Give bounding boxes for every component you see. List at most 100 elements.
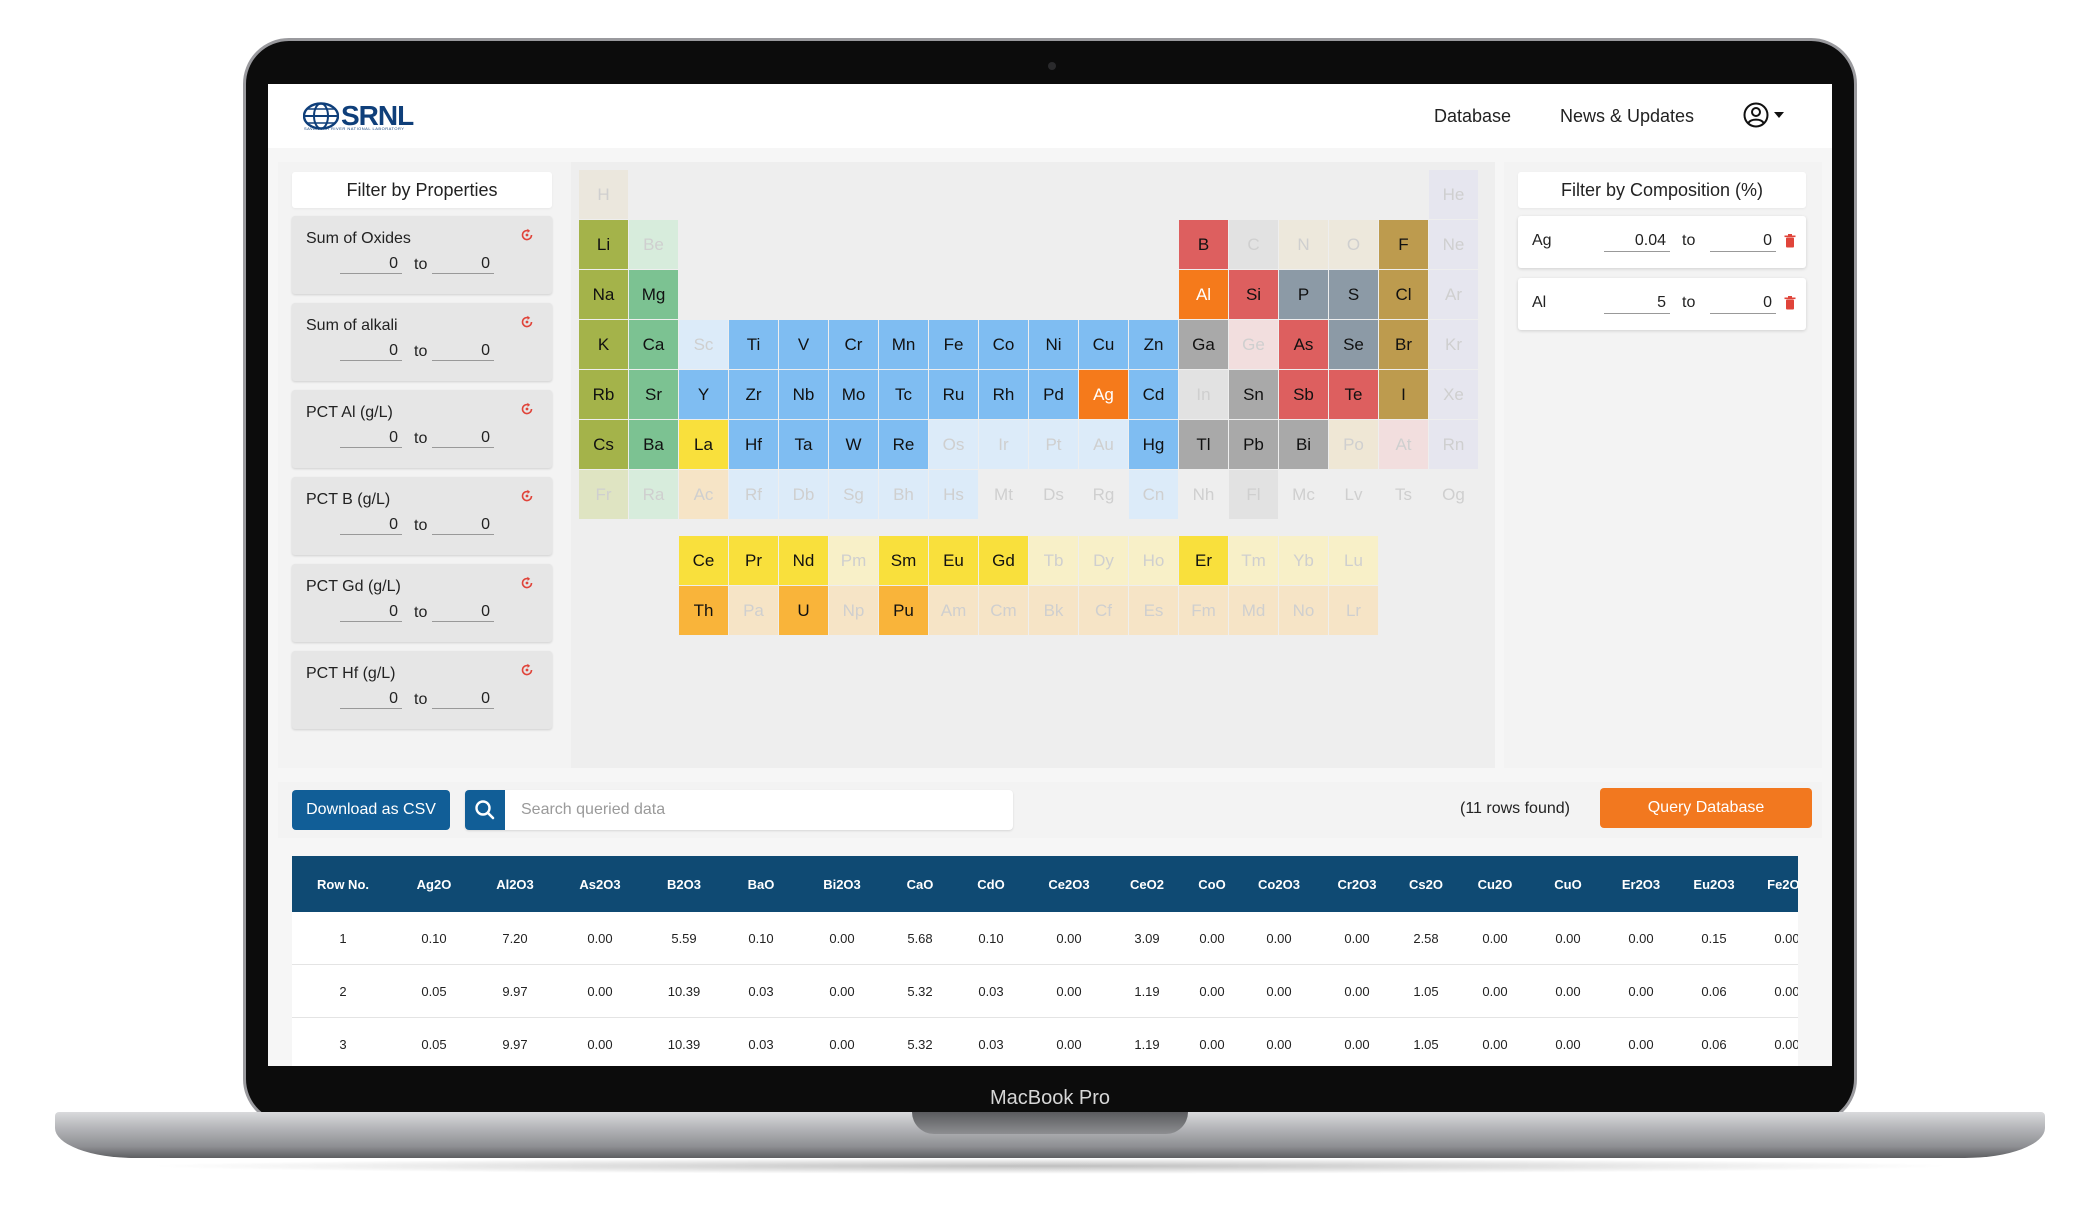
element-u[interactable]: U — [779, 586, 828, 635]
element-b[interactable]: B — [1179, 220, 1228, 269]
element-in[interactable]: In — [1179, 370, 1228, 419]
element-ts[interactable]: Ts — [1379, 470, 1428, 519]
element-au[interactable]: Au — [1079, 420, 1128, 469]
element-hs[interactable]: Hs — [929, 470, 978, 519]
element-lr[interactable]: Lr — [1329, 586, 1378, 635]
reset-icon[interactable] — [520, 402, 534, 416]
element-co[interactable]: Co — [979, 320, 1028, 369]
element-dy[interactable]: Dy — [1079, 536, 1128, 585]
element-lu[interactable]: Lu — [1329, 536, 1378, 585]
table-row[interactable]: 3 0.05 9.97 0.00 10.39 0.03 0.00 5.32 0.03 0.00 1.… — [292, 1017, 1798, 1066]
element-be[interactable]: Be — [629, 220, 678, 269]
element-bi[interactable]: Bi — [1279, 420, 1328, 469]
element-pd[interactable]: Pd — [1029, 370, 1078, 419]
delete-icon[interactable] — [1784, 234, 1796, 248]
element-y[interactable]: Y — [679, 370, 728, 419]
element-sc[interactable]: Sc — [679, 320, 728, 369]
element-xe[interactable]: Xe — [1429, 370, 1478, 419]
element-tc[interactable]: Tc — [879, 370, 928, 419]
property-min-input[interactable]: 0 — [340, 602, 402, 622]
element-he[interactable]: He — [1429, 170, 1478, 219]
element-te[interactable]: Te — [1329, 370, 1378, 419]
element-fr[interactable]: Fr — [579, 470, 628, 519]
element-ti[interactable]: Ti — [729, 320, 778, 369]
reset-icon[interactable] — [520, 576, 534, 590]
element-na[interactable]: Na — [579, 270, 628, 319]
element-tm[interactable]: Tm — [1229, 536, 1278, 585]
element-ba[interactable]: Ba — [629, 420, 678, 469]
column-header[interactable]: B2O3 — [644, 856, 724, 912]
element-rb[interactable]: Rb — [579, 370, 628, 419]
element-pa[interactable]: Pa — [729, 586, 778, 635]
element-mn[interactable]: Mn — [879, 320, 928, 369]
element-li[interactable]: Li — [579, 220, 628, 269]
reset-icon[interactable] — [520, 663, 534, 677]
element-rn[interactable]: Rn — [1429, 420, 1478, 469]
element-k[interactable]: K — [579, 320, 628, 369]
column-header[interactable]: Cu2O — [1456, 856, 1534, 912]
element-ni[interactable]: Ni — [1029, 320, 1078, 369]
element-sg[interactable]: Sg — [829, 470, 878, 519]
composition-max-input[interactable]: 0 — [1710, 292, 1776, 314]
property-min-input[interactable]: 0 — [340, 428, 402, 448]
element-mc[interactable]: Mc — [1279, 470, 1328, 519]
element-pm[interactable]: Pm — [829, 536, 878, 585]
column-header[interactable]: CeO2 — [1110, 856, 1184, 912]
element-zr[interactable]: Zr — [729, 370, 778, 419]
element-fl[interactable]: Fl — [1229, 470, 1278, 519]
element-cm[interactable]: Cm — [979, 586, 1028, 635]
element-no[interactable]: No — [1279, 586, 1328, 635]
element-ta[interactable]: Ta — [779, 420, 828, 469]
element-nb[interactable]: Nb — [779, 370, 828, 419]
element-fe[interactable]: Fe — [929, 320, 978, 369]
column-header[interactable]: Bi2O3 — [798, 856, 886, 912]
download-csv-button[interactable]: Download as CSV — [292, 790, 450, 830]
property-max-input[interactable]: 0 — [432, 689, 494, 709]
element-es[interactable]: Es — [1129, 586, 1178, 635]
element-os[interactable]: Os — [929, 420, 978, 469]
search-input[interactable]: Search queried data — [521, 801, 666, 818]
element-rf[interactable]: Rf — [729, 470, 778, 519]
results-table-container[interactable]: Row No. Ag2O Al2O3 As2O3 B2O3 BaO Bi2O3 CaO CdO C… — [292, 856, 1798, 1066]
element-cf[interactable]: Cf — [1079, 586, 1128, 635]
element-db[interactable]: Db — [779, 470, 828, 519]
element-er[interactable]: Er — [1179, 536, 1228, 585]
element-as[interactable]: As — [1279, 320, 1328, 369]
column-header[interactable]: Fe2O3 — [1748, 856, 1798, 912]
column-header[interactable]: Cs2O — [1396, 856, 1456, 912]
column-header[interactable]: CdO — [954, 856, 1028, 912]
property-max-input[interactable]: 0 — [432, 254, 494, 274]
table-row[interactable]: 1 0.10 7.20 0.00 5.59 0.10 0.00 5.68 0.10 0.00 3.0… — [292, 912, 1798, 965]
element-c[interactable]: C — [1229, 220, 1278, 269]
element-pr[interactable]: Pr — [729, 536, 778, 585]
element-i[interactable]: I — [1379, 370, 1428, 419]
element-bk[interactable]: Bk — [1029, 586, 1078, 635]
element-kr[interactable]: Kr — [1429, 320, 1478, 369]
srnl-logo[interactable]: SRNL — [303, 98, 414, 134]
composition-min-input[interactable]: 5 — [1604, 292, 1670, 314]
element-mt[interactable]: Mt — [979, 470, 1028, 519]
element-am[interactable]: Am — [929, 586, 978, 635]
element-og[interactable]: Og — [1429, 470, 1478, 519]
element-yb[interactable]: Yb — [1279, 536, 1328, 585]
element-hg[interactable]: Hg — [1129, 420, 1178, 469]
column-header[interactable]: Ag2O — [394, 856, 474, 912]
element-o[interactable]: O — [1329, 220, 1378, 269]
element-ca[interactable]: Ca — [629, 320, 678, 369]
element-eu[interactable]: Eu — [929, 536, 978, 585]
element-s[interactable]: S — [1329, 270, 1378, 319]
element-fm[interactable]: Fm — [1179, 586, 1228, 635]
column-header[interactable]: Co2O3 — [1240, 856, 1318, 912]
element-ag[interactable]: Ag — [1079, 370, 1128, 419]
column-header[interactable]: Al2O3 — [474, 856, 556, 912]
element-po[interactable]: Po — [1329, 420, 1378, 469]
search-button[interactable] — [465, 790, 505, 830]
element-tl[interactable]: Tl — [1179, 420, 1228, 469]
element-re[interactable]: Re — [879, 420, 928, 469]
element-ho[interactable]: Ho — [1129, 536, 1178, 585]
property-max-input[interactable]: 0 — [432, 341, 494, 361]
element-tb[interactable]: Tb — [1029, 536, 1078, 585]
element-cl[interactable]: Cl — [1379, 270, 1428, 319]
element-at[interactable]: At — [1379, 420, 1428, 469]
element-mo[interactable]: Mo — [829, 370, 878, 419]
